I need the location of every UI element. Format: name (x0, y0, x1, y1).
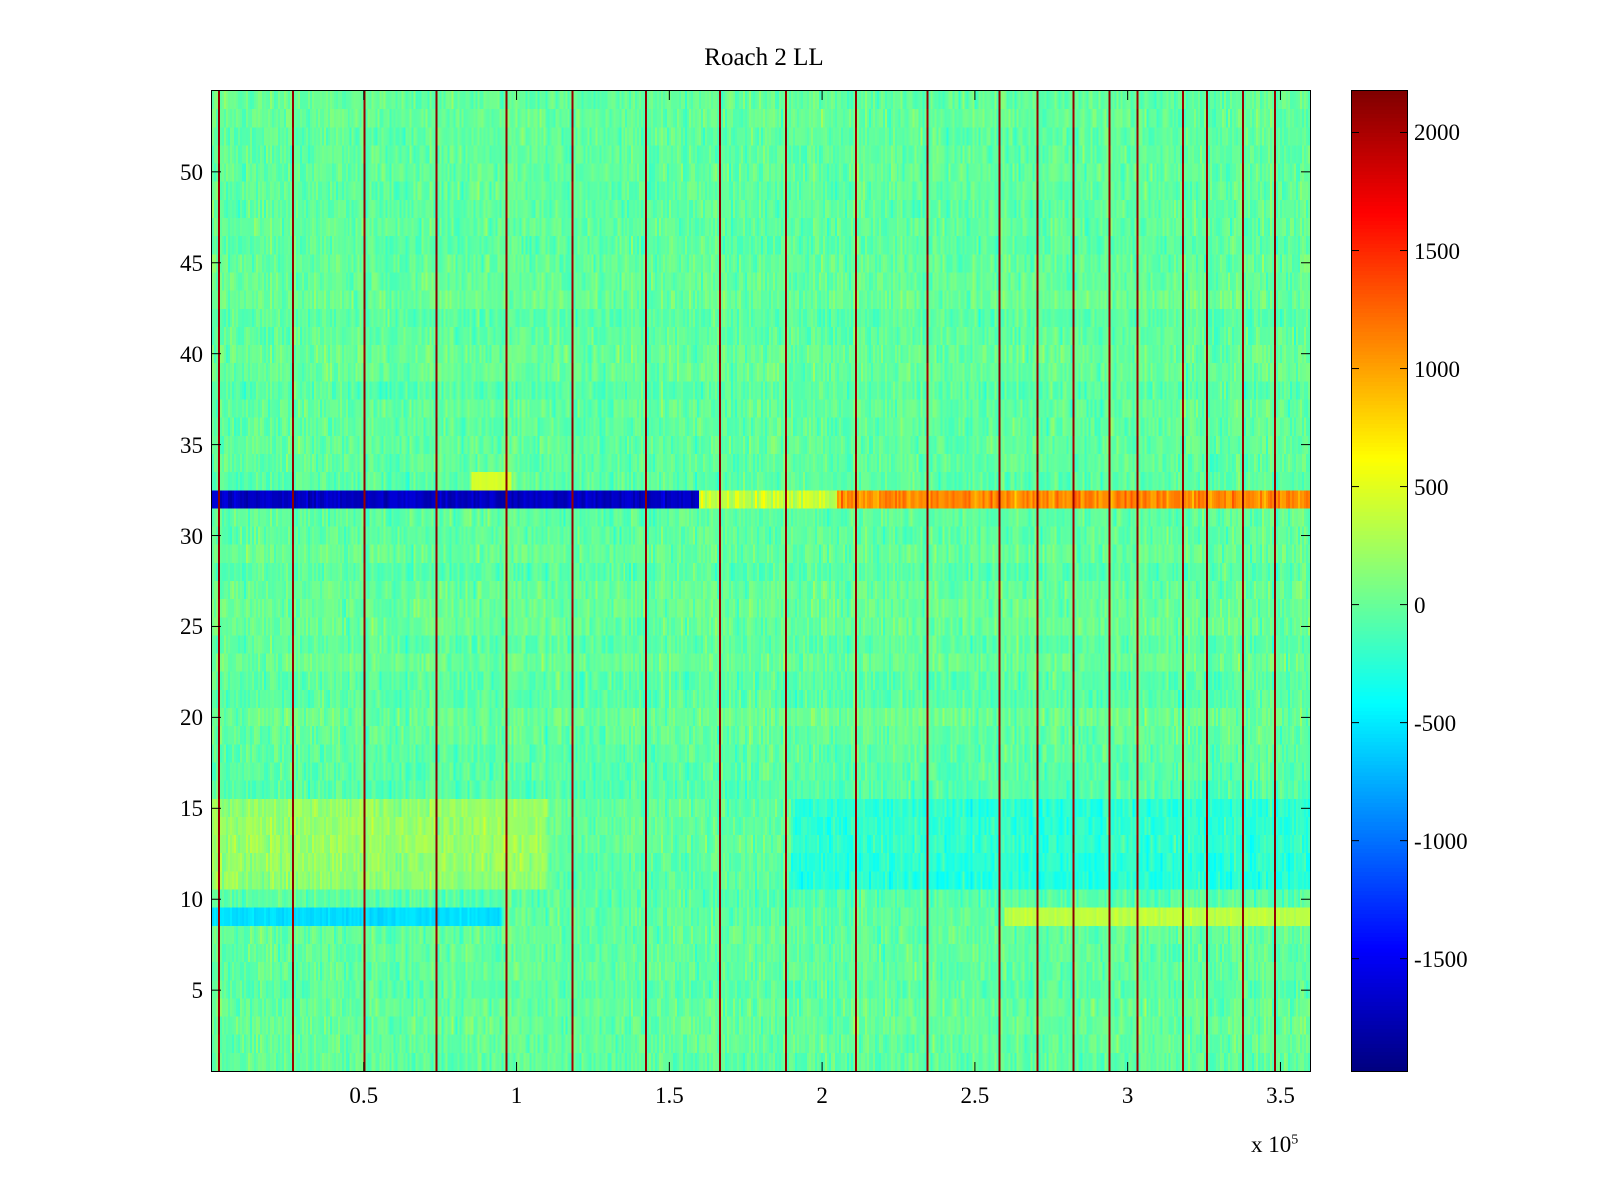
y-tick-label: 15 (180, 796, 203, 822)
y-tick-label: 35 (180, 432, 203, 458)
y-tick-label: 45 (180, 250, 203, 276)
x-multiplier-exponent: 5 (1291, 1132, 1299, 1148)
colorbar-tick-label: -1000 (1414, 828, 1468, 854)
colorbar-tick-label: 500 (1414, 474, 1449, 500)
x-tick-label: 1 (510, 1083, 523, 1108)
x-tick-label: 3.5 (1266, 1083, 1295, 1108)
colorbar-tick-label: 2000 (1414, 120, 1460, 146)
chart-title: Roach 2 LL (704, 44, 824, 71)
heatmap-image (211, 90, 1311, 1072)
colorbar-image (1351, 90, 1408, 1072)
x-tick-label: 2 (816, 1083, 828, 1108)
x-tick-label: 0.5 (349, 1083, 379, 1108)
y-tick-label: 10 (180, 887, 203, 913)
y-tick-label: 40 (180, 341, 203, 367)
y-tick-label: 5 (191, 978, 204, 1004)
x-multiplier-text: x 10 (1251, 1132, 1292, 1157)
x-multiplier: x 105 (1251, 1132, 1298, 1158)
x-tick-label: 1.5 (654, 1083, 684, 1108)
x-tick-label: 2.5 (960, 1083, 990, 1108)
colorbar-tick-label: 0 (1414, 592, 1426, 618)
x-tick-label: 3 (1121, 1083, 1134, 1108)
y-tick-label: 30 (180, 523, 203, 549)
y-tick-label: 50 (180, 159, 203, 185)
colorbar-tick-label: -500 (1414, 710, 1457, 736)
colorbar-tick-label: 1000 (1414, 356, 1460, 382)
y-tick-label: 25 (180, 614, 203, 640)
colorbar-tick-label: -1500 (1414, 946, 1468, 972)
colorbar-tick-label: 1500 (1414, 238, 1460, 264)
y-tick-label: 20 (180, 705, 203, 731)
